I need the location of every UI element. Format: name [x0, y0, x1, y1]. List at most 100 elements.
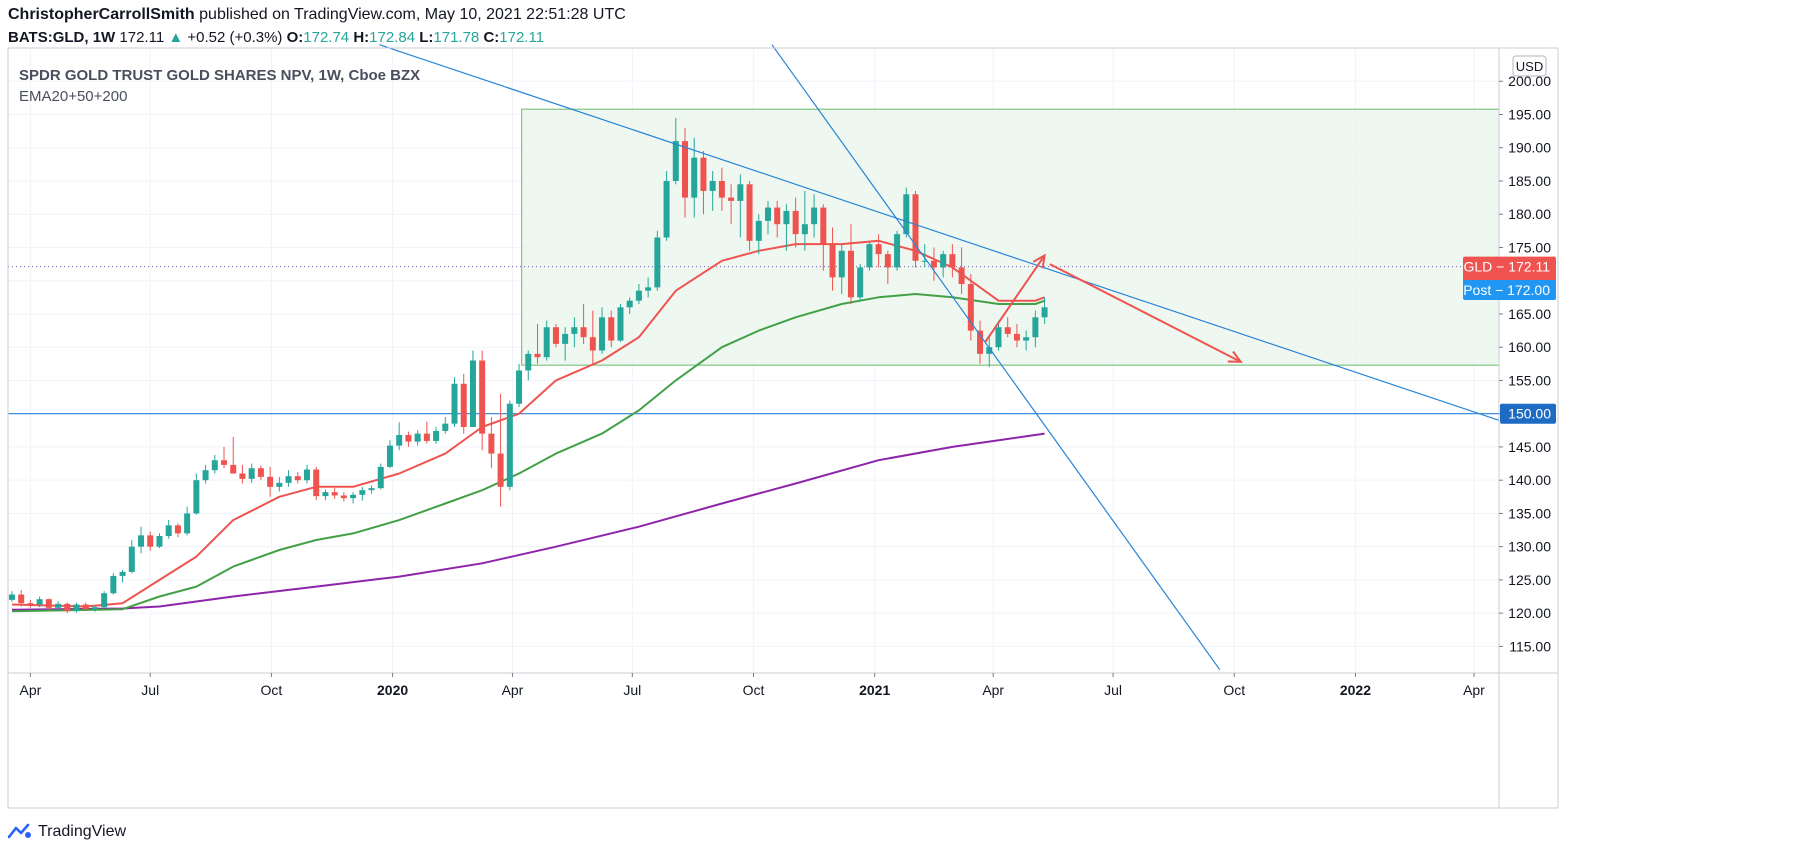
time-tick-label: 2022: [1340, 682, 1371, 698]
candle-body: [368, 488, 375, 491]
indicator-legend[interactable]: EMA20+50+200: [19, 88, 128, 105]
chart-frame: [7, 47, 1559, 809]
steep-trendline[interactable]: [771, 44, 1221, 671]
candle-body: [276, 482, 283, 487]
candles: [8, 117, 1048, 614]
price-lines: [8, 266, 1499, 415]
candle: [64, 602, 71, 614]
price-tick-label: 200.00: [1508, 73, 1551, 89]
candle-body: [580, 327, 587, 338]
candle-body: [82, 604, 89, 610]
candle: [101, 591, 108, 608]
down-arrow-shaft: [1049, 263, 1242, 363]
candle-body: [995, 327, 1002, 348]
author-name[interactable]: ChristopherCarrollSmith: [8, 6, 195, 23]
candle: [377, 463, 384, 490]
ema50-line[interactable]: [11, 293, 1045, 613]
candle-body: [875, 244, 882, 255]
open-label: O:: [286, 29, 304, 46]
candle: [248, 463, 255, 483]
candle-body: [1004, 327, 1011, 334]
candle: [193, 473, 200, 515]
candle-body: [433, 430, 440, 441]
candle: [921, 244, 928, 268]
candle: [866, 240, 873, 271]
candle: [8, 591, 15, 602]
candle-body: [866, 244, 873, 268]
candle-body: [165, 525, 172, 537]
chart-border: [7, 47, 1559, 809]
candle: [682, 127, 689, 218]
candle-body: [257, 468, 264, 477]
candle-body: [128, 546, 135, 572]
post-price-tag[interactable]: Post − 172.00: [1463, 280, 1556, 301]
price-tick-label: 130.00: [1508, 539, 1551, 555]
candle-body: [221, 460, 228, 465]
candle: [294, 472, 301, 484]
candle: [626, 297, 633, 314]
candle: [55, 601, 62, 610]
candle: [930, 247, 937, 281]
candle: [331, 488, 338, 499]
candle-body: [543, 327, 550, 358]
candle-body: [774, 207, 781, 225]
candle-body: [534, 353, 541, 358]
candle-body: [18, 594, 25, 604]
candle-body: [857, 267, 864, 298]
candle: [313, 466, 320, 501]
candle: [110, 573, 117, 595]
candle-body: [506, 403, 513, 487]
candle-body: [958, 267, 965, 285]
candle: [147, 531, 154, 551]
close-label: C:: [483, 29, 500, 46]
candle: [230, 436, 237, 474]
ema200-line[interactable]: [11, 432, 1045, 611]
candle-body: [599, 317, 606, 351]
candle-body: [838, 250, 845, 278]
candle-body: [488, 433, 495, 454]
candle: [912, 190, 919, 268]
candle: [552, 323, 559, 348]
up-arrow[interactable]: [984, 253, 1046, 343]
candle: [27, 599, 34, 608]
candle-body: [138, 535, 145, 547]
price-tick-label: 145.00: [1508, 439, 1551, 455]
price-tick-label: 140.00: [1508, 472, 1551, 488]
upper-trendline[interactable]: [379, 44, 1500, 421]
post-price-tag-box: [1463, 280, 1556, 301]
candle: [691, 137, 698, 218]
ema20-line[interactable]: [11, 239, 1045, 608]
candle-body: [55, 603, 62, 608]
candle-body: [921, 260, 928, 262]
time-tick-label: Jul: [623, 682, 641, 698]
down-arrow[interactable]: [1049, 263, 1243, 363]
candle-body: [45, 599, 52, 608]
candle-body: [728, 197, 735, 201]
price-tick-label: 160.00: [1508, 339, 1551, 355]
candle-body: [967, 284, 974, 331]
candle-body: [469, 360, 476, 427]
candle: [460, 373, 467, 434]
level-price-tag[interactable]: 150.00: [1500, 403, 1556, 424]
tradingview-logo[interactable]: TradingView: [8, 820, 126, 844]
candle-body: [239, 473, 246, 479]
candle: [18, 589, 25, 607]
candle: [516, 363, 523, 408]
candle: [138, 526, 145, 554]
up-arrow-head: [1032, 253, 1046, 269]
time-tick-label: Oct: [1223, 682, 1245, 698]
time-tick-label: 2021: [859, 682, 890, 698]
candle: [986, 337, 993, 368]
candle: [1004, 317, 1011, 338]
candle: [958, 247, 965, 295]
candle-body: [903, 194, 910, 235]
gld-price-label: GLD − 172.11: [1463, 259, 1550, 275]
currency-badge[interactable]: USD: [1512, 55, 1547, 77]
candle: [838, 244, 845, 295]
candle-body: [230, 464, 237, 474]
candle: [709, 171, 716, 211]
candle-body: [156, 536, 163, 547]
candle: [396, 422, 403, 451]
